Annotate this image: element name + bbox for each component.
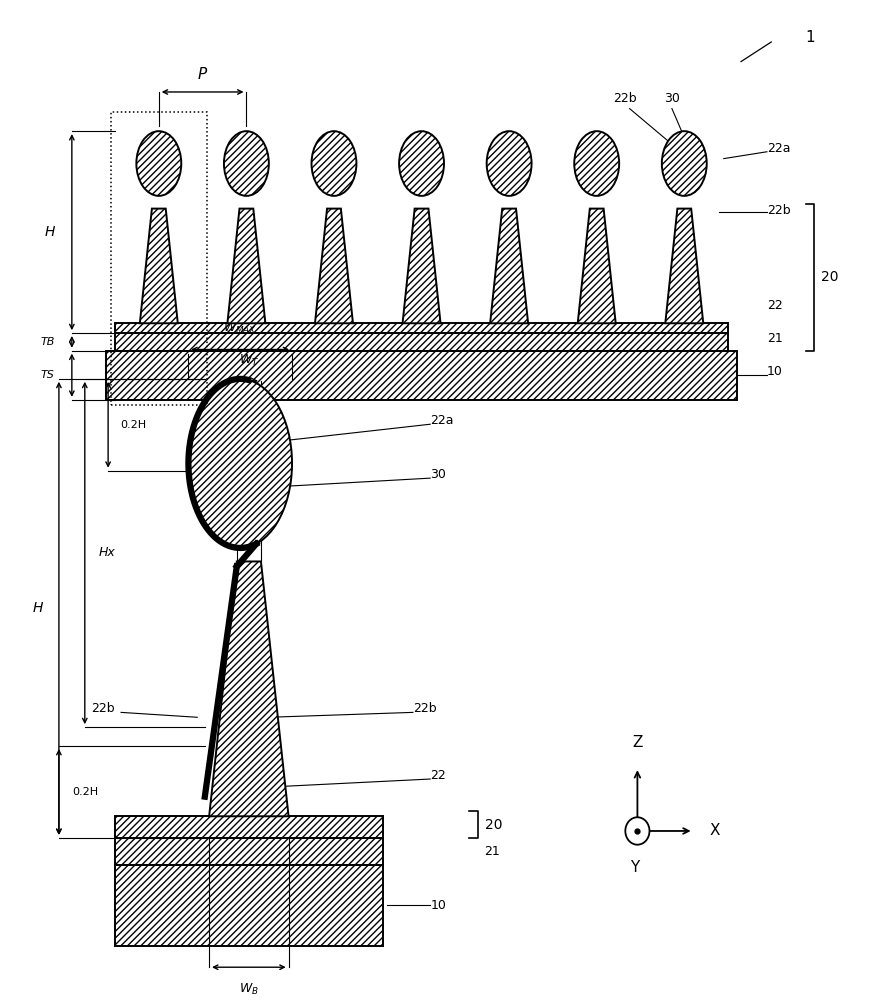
- Text: 22a: 22a: [767, 142, 791, 155]
- Polygon shape: [140, 209, 178, 323]
- Text: H: H: [32, 601, 43, 615]
- Polygon shape: [115, 838, 382, 865]
- Polygon shape: [402, 209, 441, 323]
- Text: 22b: 22b: [413, 702, 436, 715]
- Ellipse shape: [399, 131, 444, 196]
- Text: 1: 1: [806, 30, 815, 45]
- Text: X: X: [709, 823, 720, 838]
- Polygon shape: [666, 209, 703, 323]
- Text: 22b: 22b: [613, 92, 636, 105]
- Text: 10: 10: [430, 899, 446, 912]
- Text: H: H: [45, 225, 56, 239]
- Ellipse shape: [662, 131, 706, 196]
- Ellipse shape: [189, 379, 292, 548]
- Text: 20: 20: [485, 818, 502, 832]
- Polygon shape: [578, 209, 616, 323]
- Polygon shape: [213, 434, 285, 488]
- Ellipse shape: [311, 131, 356, 196]
- Text: 30: 30: [430, 468, 446, 481]
- Ellipse shape: [136, 131, 182, 196]
- Text: 22: 22: [767, 299, 783, 312]
- Text: TB: TB: [41, 337, 55, 347]
- Text: 22a: 22a: [430, 414, 454, 427]
- Ellipse shape: [487, 131, 532, 196]
- Ellipse shape: [574, 131, 619, 196]
- Circle shape: [626, 817, 649, 845]
- Text: 21: 21: [767, 332, 783, 345]
- Polygon shape: [315, 209, 353, 323]
- Text: 22b: 22b: [91, 702, 115, 715]
- Polygon shape: [106, 351, 737, 400]
- Text: TS: TS: [41, 370, 55, 380]
- Text: $W_T$: $W_T$: [239, 353, 259, 368]
- Text: 10: 10: [767, 365, 783, 378]
- Polygon shape: [209, 561, 289, 816]
- Polygon shape: [115, 323, 728, 333]
- Text: 21: 21: [485, 845, 501, 858]
- Polygon shape: [115, 333, 728, 351]
- Polygon shape: [228, 209, 265, 323]
- Text: $W_B$: $W_B$: [239, 982, 259, 997]
- Text: 20: 20: [821, 270, 839, 284]
- Text: 0.2H: 0.2H: [120, 420, 146, 430]
- Text: $W_{MAX}$: $W_{MAX}$: [223, 321, 257, 336]
- Text: 30: 30: [664, 92, 680, 105]
- Ellipse shape: [224, 131, 269, 196]
- Text: P: P: [198, 67, 207, 82]
- Polygon shape: [115, 816, 382, 838]
- Text: 22: 22: [430, 769, 446, 782]
- Polygon shape: [115, 865, 382, 946]
- Polygon shape: [490, 209, 528, 323]
- Text: 0.2H: 0.2H: [73, 787, 99, 797]
- Text: Y: Y: [630, 860, 640, 875]
- Text: Z: Z: [633, 735, 642, 750]
- Text: 22b: 22b: [767, 204, 791, 217]
- Text: Hx: Hx: [98, 546, 116, 559]
